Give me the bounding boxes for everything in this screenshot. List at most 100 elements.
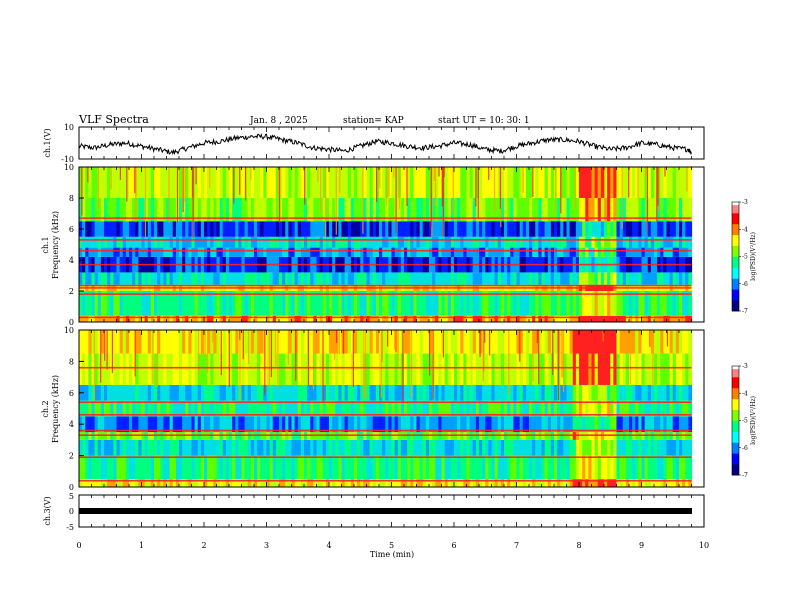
spectrogram-cell — [663, 236, 668, 248]
spectrogram-cell — [679, 353, 683, 385]
spectrogram-cell — [185, 439, 189, 456]
spectrogram-cell — [232, 455, 236, 480]
spectrogram-cell — [604, 291, 608, 316]
spectrogram-cell — [188, 221, 193, 237]
spectrogram-burst — [387, 330, 389, 347]
spectrogram-cell — [94, 221, 99, 237]
spectrogram-cell — [163, 247, 168, 257]
spectrogram-cell — [144, 247, 149, 257]
spectrogram-cell — [563, 291, 568, 316]
spectrogram-burst — [475, 167, 477, 207]
spectrogram-cell — [594, 455, 599, 480]
spectrogram-cell — [432, 439, 436, 456]
spectrogram-cell — [610, 416, 614, 433]
spectrogram-cell — [188, 400, 193, 417]
spectrogram-cell — [641, 247, 646, 257]
spectrogram-cell — [400, 439, 405, 456]
spectrogram-cell — [479, 479, 483, 487]
colorbar-segment — [732, 245, 739, 249]
spectrogram-cell — [619, 236, 624, 248]
spectrogram-cell — [647, 167, 652, 198]
spectrogram-cell — [532, 236, 536, 248]
spectrogram-cell — [666, 198, 671, 222]
spectrogram-cell — [225, 247, 230, 257]
spectrogram-cell — [500, 315, 505, 322]
spectrogram-cell — [550, 439, 555, 456]
spectrogram-cell — [479, 198, 483, 222]
spectrogram-cell — [385, 416, 389, 433]
spectrogram-cell — [575, 479, 580, 487]
spectrogram-cell — [607, 455, 611, 480]
spectrogram-cell — [344, 167, 349, 198]
spectrogram-cell — [100, 167, 105, 198]
spectrogram-cell — [310, 236, 314, 248]
spectrogram-cell — [535, 384, 539, 401]
spectrogram-cell — [604, 221, 608, 237]
spectrogram-cell — [263, 416, 268, 433]
spectrogram-cell — [319, 479, 324, 487]
spectrogram-cell — [479, 167, 483, 198]
spectrogram-cell — [666, 315, 671, 322]
spectrogram-cell — [254, 221, 258, 237]
spectrogram-cell — [229, 315, 233, 322]
spectrogram-cell — [160, 455, 164, 480]
spectrogram-cell — [597, 400, 602, 417]
spectrogram-cell — [438, 439, 443, 456]
spectrogram-cell — [688, 416, 693, 433]
spectrogram-cell — [185, 384, 189, 401]
spectrogram-burst — [664, 167, 666, 177]
spectrogram-cell — [475, 400, 480, 417]
spectrogram-cell — [475, 272, 480, 285]
spectrogram-cell — [291, 400, 296, 417]
spectrogram-cell — [144, 416, 149, 433]
spectrogram-cell — [285, 416, 289, 433]
spectrogram-cell — [641, 221, 646, 237]
spectrogram-cell — [235, 291, 239, 316]
spectrogram-cell — [519, 236, 524, 248]
spectrogram-cell — [416, 198, 421, 222]
spectrogram-cell — [138, 479, 143, 487]
spectrogram-cell — [569, 291, 574, 316]
spectrogram-cell — [647, 416, 652, 433]
spectrogram-cell — [300, 291, 305, 316]
spectrogram-cell — [585, 384, 589, 401]
spectrogram-cell — [397, 353, 402, 385]
spectrogram-cell — [313, 479, 318, 487]
spectrogram-cell — [104, 330, 108, 354]
spectrogram-cell — [669, 479, 674, 487]
spectrogram-cell — [250, 330, 255, 354]
spectrogram-cell — [582, 291, 586, 316]
spectrogram-cell — [247, 479, 252, 487]
spectrogram-cell — [257, 353, 261, 385]
spectrogram-cell — [466, 247, 471, 257]
spectrogram-cell — [122, 330, 127, 354]
spectrogram-cell — [529, 236, 533, 248]
spectrogram-cell — [397, 455, 402, 480]
spectrogram-cell — [416, 439, 421, 456]
spectrogram-cell — [569, 400, 574, 417]
spectrogram-cell — [610, 291, 614, 316]
spectrogram-cell — [375, 291, 380, 316]
spectrogram-cell — [232, 236, 236, 248]
spectrogram-cell — [479, 439, 483, 456]
colorbar-segment — [732, 385, 739, 389]
spectrogram-cell — [594, 416, 599, 433]
spectrogram-cell — [160, 479, 164, 487]
spectrogram-cell — [463, 198, 468, 222]
spectrogram-cell — [138, 236, 143, 248]
spectrogram-burst — [333, 330, 336, 360]
spectrogram-cell — [135, 353, 139, 385]
spectrogram-cell — [547, 236, 552, 248]
spectrogram-cell — [525, 198, 530, 222]
spectrogram-cell — [650, 272, 655, 285]
spectrogram-cell — [394, 353, 399, 385]
spectrogram-cell — [429, 479, 433, 487]
spectrogram-cell — [544, 236, 549, 248]
spectrogram-line — [79, 429, 692, 432]
spectrogram-cell — [410, 416, 414, 433]
spectrogram-cell — [250, 272, 255, 285]
spectrogram-burst — [628, 167, 630, 198]
spectrogram-cell — [366, 272, 371, 285]
spectrogram-cell — [144, 167, 149, 198]
ch2-ylabel-top: ch.2 — [41, 400, 50, 417]
